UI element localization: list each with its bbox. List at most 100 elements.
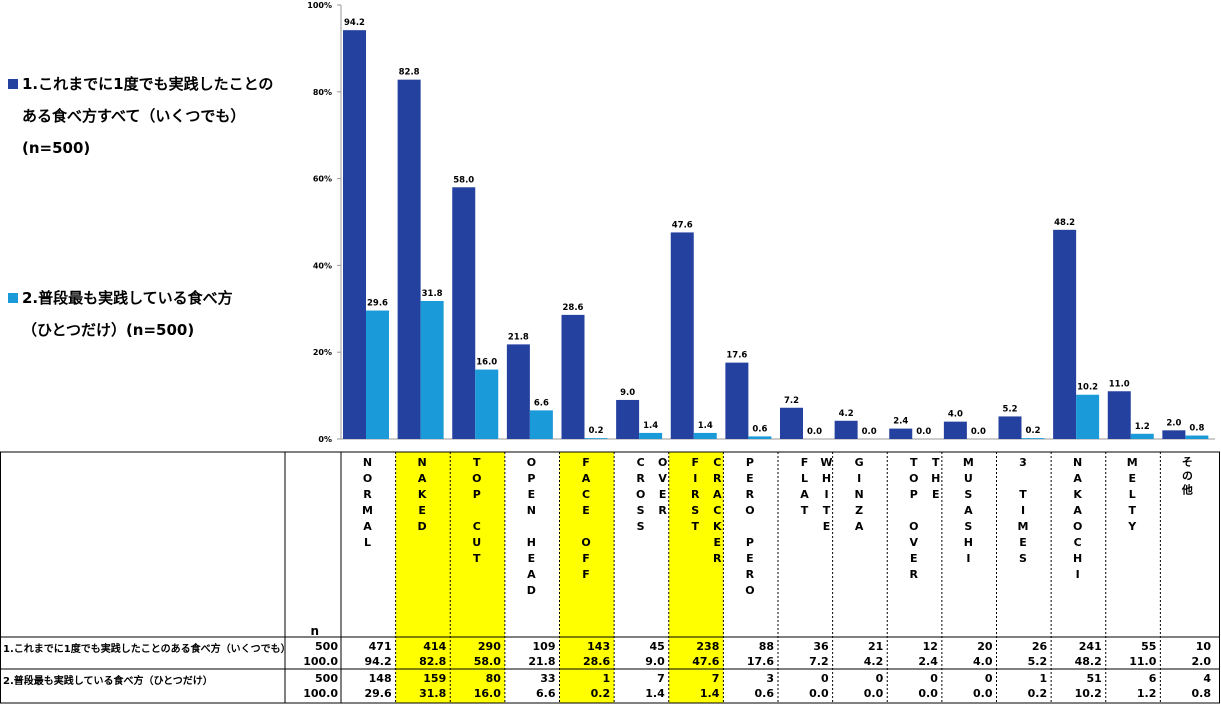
count-cell: 0 [820, 672, 829, 685]
value-label: 9.0 [620, 388, 635, 398]
count-cell: 1 [602, 672, 611, 685]
pct-cell: 6.6 [536, 687, 556, 700]
count-cell: 10 [1195, 640, 1211, 653]
count-cell: 0 [875, 672, 884, 685]
pct-cell: 17.6 [746, 655, 774, 668]
y-tick-label: 60% [313, 175, 332, 184]
value-label: 4.2 [839, 409, 854, 419]
bar [748, 436, 772, 439]
bar [1107, 391, 1131, 439]
count-cell: 80 [485, 672, 501, 685]
bar [616, 399, 640, 439]
bar [452, 187, 476, 439]
count-cell: 21 [867, 640, 884, 653]
value-label: 17.6 [726, 351, 747, 361]
bar [1021, 438, 1045, 439]
pct-cell: 9.0 [645, 655, 665, 668]
bar [561, 314, 585, 439]
highlight-column [395, 452, 451, 703]
value-label: 21.8 [508, 332, 529, 342]
bar [639, 432, 663, 439]
n-pct: 100.0 [303, 687, 338, 700]
bar [1130, 433, 1154, 439]
y-tick-label: 40% [313, 261, 332, 270]
value-label: 6.6 [534, 398, 549, 408]
column-header: TOP CUT [470, 456, 484, 568]
bar [998, 416, 1022, 439]
pct-cell: 0.8 [1191, 687, 1212, 700]
value-label: 0.2 [588, 426, 603, 436]
value-label: 29.6 [367, 299, 388, 309]
count-cell: 290 [477, 640, 501, 653]
count-cell: 7 [711, 672, 720, 685]
pct-cell: 5.2 [1027, 655, 1048, 668]
column-header: GINZA [852, 456, 866, 536]
count-cell: 1 [1039, 672, 1048, 685]
pct-cell: 47.6 [692, 655, 720, 668]
pct-cell: 58.0 [473, 655, 501, 668]
bar [889, 428, 913, 439]
count-cell: 241 [1078, 640, 1102, 653]
pct-cell: 21.8 [528, 655, 556, 668]
legend-marker [8, 293, 18, 303]
value-label: 7.2 [784, 396, 799, 406]
count-cell: 238 [696, 640, 720, 653]
value-label: 2.4 [893, 417, 908, 427]
bar [834, 420, 858, 439]
value-label: 0.2 [1025, 426, 1040, 436]
table-border [0, 451, 1220, 704]
n-count: 500 [315, 640, 338, 653]
pct-cell: 0.2 [1027, 687, 1048, 700]
bar [584, 438, 608, 439]
n-count: 500 [315, 672, 338, 685]
pct-cell: 2.4 [918, 655, 938, 668]
pct-cell: 16.0 [473, 687, 501, 700]
pct-cell: 94.2 [364, 655, 392, 668]
count-cell: 143 [587, 640, 611, 653]
column-header: TOP OVER THE [907, 456, 943, 584]
count-cell: 26 [1031, 640, 1048, 653]
value-label: 5.2 [1002, 404, 1017, 414]
bar [670, 232, 694, 439]
value-label: 47.6 [672, 220, 693, 230]
count-cell: 471 [368, 640, 392, 653]
column-header: NAKED [415, 456, 429, 536]
n-pct: 100.0 [303, 655, 338, 668]
pct-cell: 0.6 [754, 687, 775, 700]
legend-label: 1.これまでに1度でも実践したことのある食べ方すべて（いくつでも）(n=500) [22, 75, 274, 157]
bar [1076, 394, 1100, 439]
highlight-column [450, 452, 505, 703]
bar [1053, 229, 1077, 439]
value-label: 0.6 [752, 424, 767, 434]
pct-cell: 11.0 [1129, 655, 1157, 668]
value-label: 1.4 [643, 421, 658, 431]
value-label: 0.0 [916, 427, 931, 437]
count-cell: 4 [1203, 672, 1211, 685]
value-label: 2.0 [1166, 418, 1181, 428]
pct-cell: 29.6 [364, 687, 392, 700]
value-label: 1.4 [698, 421, 713, 431]
bar [1185, 435, 1209, 439]
column-header: MELTY [1125, 456, 1139, 536]
column-header: PERO PERO [743, 456, 757, 600]
value-label: 16.0 [476, 358, 497, 368]
row-label: 2.普段最も実践している食べ方（ひとつだけ） [3, 676, 213, 687]
value-label: 0.0 [807, 427, 822, 437]
count-cell: 6 [1148, 672, 1157, 685]
bar [420, 300, 444, 439]
value-label: 4.0 [948, 410, 963, 420]
column-header: OPEN HEAD [524, 456, 538, 600]
bar [943, 421, 967, 439]
value-label: 0.8 [1189, 424, 1204, 434]
highlight-column [559, 452, 615, 703]
count-cell: 0 [984, 672, 993, 685]
pct-cell: 0.0 [809, 687, 829, 700]
column-header: NORMAL [361, 456, 374, 552]
value-label: 28.6 [563, 303, 584, 313]
count-cell: 109 [532, 640, 556, 653]
count-cell: 414 [423, 640, 447, 653]
count-cell: 36 [813, 640, 829, 653]
value-label: 0.0 [971, 427, 986, 437]
pct-cell: 1.4 [645, 687, 665, 700]
